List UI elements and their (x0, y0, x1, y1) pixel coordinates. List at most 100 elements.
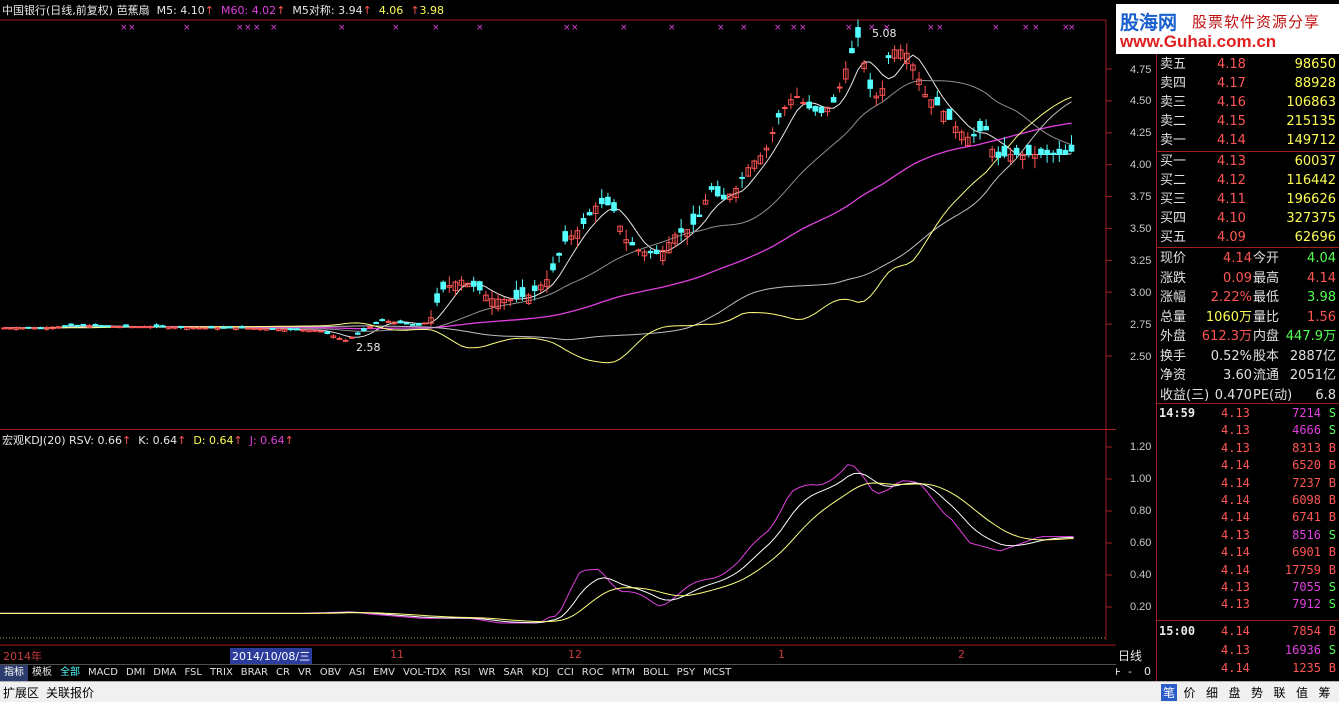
bid-row[interactable]: 买四 4.10 327375 (1157, 209, 1339, 228)
indicator-tab[interactable]: TRIX (209, 667, 233, 678)
tick-side: B (1328, 624, 1336, 638)
ask-row[interactable]: 卖五 4.18 98650 (1157, 55, 1339, 74)
tick-price: 4.13 (1221, 642, 1250, 657)
candle-body (867, 79, 874, 89)
indicator-tab[interactable]: PSY (676, 667, 696, 678)
indicator-tab[interactable]: EMV (373, 667, 395, 678)
candle-body (123, 324, 129, 328)
ask-row[interactable]: 卖二 4.15 215135 (1157, 112, 1339, 131)
indicator-tab[interactable]: SAR (503, 667, 524, 678)
candle-body (672, 234, 678, 244)
y-tick: 2.75 (1130, 319, 1152, 331)
indicator-tab[interactable]: BOLL (642, 667, 669, 678)
indicator-tab[interactable]: CR (276, 667, 290, 678)
candle-body (843, 68, 849, 80)
zoom-in-button[interactable]: + (1112, 665, 1122, 678)
candle-body (397, 320, 404, 324)
candle-body (910, 64, 916, 71)
candle-body (220, 326, 227, 329)
bid-row[interactable]: 买三 4.11 196626 (1157, 190, 1339, 209)
y-tick: 3.00 (1130, 287, 1152, 299)
extension-area-tab[interactable]: 扩展区 (3, 686, 40, 700)
candle-body (849, 48, 855, 54)
tick-price: 4.14 (1221, 475, 1250, 490)
indicator-tab[interactable]: OBV (319, 667, 341, 678)
ask-volume: 215135 (1286, 114, 1336, 129)
bottom-tab[interactable]: 盘 (1228, 686, 1241, 700)
stock-title: 中国银行(日线,前复权) (2, 4, 114, 17)
candle-body (62, 325, 68, 328)
indicator-tab[interactable]: MTM (611, 667, 635, 678)
bottom-tab[interactable]: 势 (1251, 686, 1264, 700)
candle-body (855, 27, 861, 38)
signal-marker: × (338, 23, 346, 33)
indicator-tab[interactable]: RSI (454, 667, 471, 678)
indicator-tab[interactable]: VOL-TDX (402, 667, 447, 678)
orderbook-divider (1157, 151, 1339, 152)
tick-row: 4.14 6098 B (1157, 492, 1339, 509)
candle-body (330, 335, 337, 338)
indicator-tab[interactable]: ASI (349, 667, 366, 678)
y-tick: 3.75 (1130, 191, 1152, 203)
tick-side: B (1328, 475, 1336, 490)
line4-value: 4.06 (378, 4, 404, 17)
indicator-tab[interactable]: 模板 (32, 667, 52, 678)
kdj-k: K: 0.64 (138, 434, 178, 447)
candle-body (946, 108, 953, 120)
signal-marker: × (128, 23, 136, 33)
bottom-tab[interactable]: 值 (1296, 686, 1309, 700)
indicator-tab[interactable]: MCST (703, 667, 732, 678)
indicator-tab[interactable]: MACD (88, 667, 118, 678)
y-tick: 0.40 (1130, 569, 1152, 581)
period-label[interactable]: 日线 (1118, 649, 1143, 663)
bottom-tab[interactable]: 联 (1273, 686, 1286, 700)
indicator-tab[interactable]: DMA (153, 667, 177, 678)
indicator-tab[interactable]: FSL (184, 667, 202, 678)
signal-marker: × (717, 23, 725, 33)
ask-row[interactable]: 卖四 4.17 88928 (1157, 74, 1339, 93)
indicator-tab[interactable]: VR (297, 667, 312, 678)
stat-value: 3.98 (1307, 290, 1336, 305)
bottom-tab[interactable]: 价 (1183, 686, 1196, 700)
candle-body (1001, 145, 1008, 157)
stat-label: 量比 (1253, 309, 1280, 325)
bottom-tab[interactable]: 筹 (1318, 686, 1331, 700)
stat-label: 换手 (1160, 348, 1187, 364)
indicator-tab[interactable]: ROC (581, 667, 604, 678)
bid-row[interactable]: 买五 4.09 62696 (1157, 228, 1339, 247)
candle-body (43, 327, 50, 330)
bid-label: 买四 (1160, 211, 1187, 226)
signal-marker: × (563, 23, 571, 33)
pane-divider (0, 429, 1116, 430)
indicator-tab[interactable]: 全部 (60, 667, 80, 678)
candle-body (56, 326, 62, 329)
related-quote-tab[interactable]: 关联报价 (46, 686, 95, 700)
candle-body (897, 49, 904, 59)
bottom-tab[interactable]: 细 (1206, 686, 1219, 700)
candle-body (751, 160, 758, 169)
tick-row: 4.14 1235 B (1157, 660, 1339, 677)
indicator-tab[interactable]: 指标 (0, 665, 28, 681)
indicator-tab[interactable]: DMI (125, 667, 146, 678)
stat-label: 最低 (1253, 290, 1280, 305)
zoom-out-button[interactable]: - (1128, 665, 1132, 678)
candle-body (434, 293, 440, 303)
ask-row[interactable]: 卖三 4.16 106863 (1157, 93, 1339, 112)
indicator-tab[interactable]: KDJ (531, 667, 549, 678)
candle-body (794, 95, 800, 98)
indicator-tab[interactable]: BRAR (240, 667, 268, 678)
bottom-tab[interactable]: 笔 (1161, 684, 1178, 701)
zoom-reset-button[interactable]: 0 (1144, 665, 1151, 678)
candle-body (361, 328, 367, 332)
bid-row[interactable]: 买一 4.13 60037 (1157, 152, 1339, 171)
indicator-tab[interactable]: CCI (556, 667, 574, 678)
tick-price: 4.13 (1221, 406, 1250, 420)
signal-marker: × (992, 23, 1000, 33)
price-chart[interactable]: × × × × × × × × × × × × × × × × × × × × × × × × × × × × ×× (0, 0, 1116, 662)
candle-body (239, 326, 245, 329)
indicator-tab[interactable]: WR (478, 667, 496, 678)
stat-label: 内盘 (1253, 329, 1280, 344)
ask-row[interactable]: 卖一 4.14 149712 (1157, 131, 1339, 150)
bid-row[interactable]: 买二 4.12 116442 (1157, 171, 1339, 190)
tick-volume: 1235 (1292, 661, 1321, 675)
